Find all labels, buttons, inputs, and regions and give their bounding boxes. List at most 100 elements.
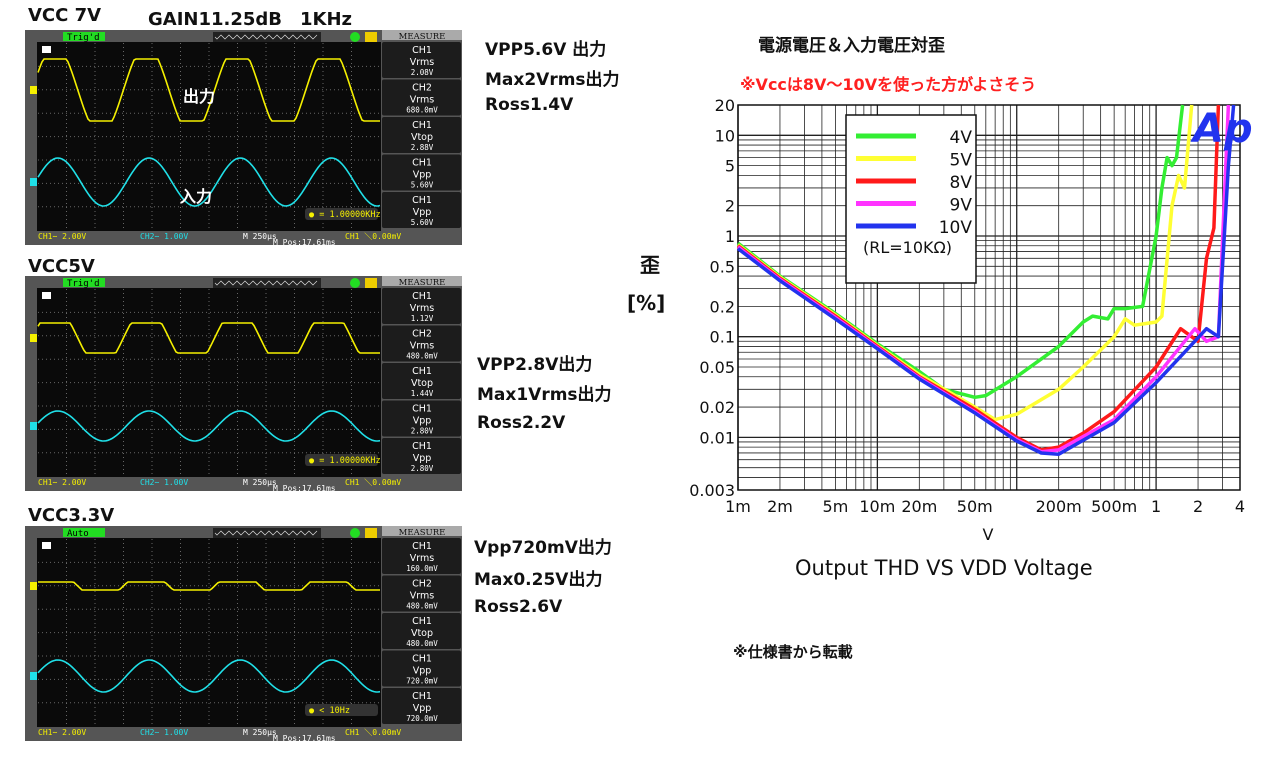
measure-title: MEASURE: [399, 32, 446, 42]
ch1-scale: CH1∼ 2.00V: [38, 478, 86, 487]
x-tick-label: 4: [1235, 497, 1245, 516]
source-note: ※仕様書から転載: [733, 643, 853, 661]
x-tick-label: 50m: [957, 497, 993, 516]
x-tick-label: 1: [1151, 497, 1161, 516]
measure-channel: CH2: [412, 83, 432, 94]
oscilloscope-screen: Trig'd ● = 1.00000KHz MEASURE CH1 Vrms 1.12V C…: [25, 276, 462, 491]
y-tick-label: 5: [725, 157, 735, 176]
frequency-readout: ● < 10Hz: [309, 706, 350, 716]
measure-title: MEASURE: [399, 528, 446, 538]
measure-value: 160.0mV: [406, 564, 438, 573]
time-position: M Pos:17.61ms: [273, 734, 336, 741]
legend-label: 9V: [950, 196, 973, 216]
ch2-waveform: [37, 410, 381, 442]
measure-type: Vrms: [410, 95, 434, 106]
x-tick-label: 2m: [767, 497, 793, 516]
trigger-status: Auto: [67, 529, 89, 539]
measure-value: 5.60V: [411, 181, 434, 190]
ch1-scale: CH1∼ 2.00V: [38, 232, 86, 241]
ch1-waveform: [37, 58, 380, 122]
trigger-status: Trig'd: [67, 279, 100, 289]
output-label: 出力: [183, 87, 215, 106]
measure-value: 720.0mV: [406, 714, 438, 723]
frequency-readout: ● = 1.00000KHz: [309, 210, 381, 220]
measure-type: Vrms: [410, 57, 434, 68]
y-tick-label: 0.05: [699, 358, 735, 377]
time-position: M Pos:17.61ms: [273, 484, 336, 491]
x-tick-label: 2: [1193, 497, 1203, 516]
legend-label: 4V: [950, 128, 973, 148]
measure-type: Vpp: [413, 453, 432, 464]
measure-type: Vtop: [411, 378, 433, 389]
y-tick-label: 1: [725, 227, 735, 246]
measure-channel: CH1: [412, 404, 432, 415]
legend-label: 10V: [939, 218, 973, 238]
y-tick-label: 0.003: [689, 481, 735, 500]
frequency-readout: ● = 1.00000KHz: [309, 456, 381, 466]
x-tick-label: 10m: [859, 497, 895, 516]
measure-type: Vpp: [413, 207, 432, 218]
y-tick-label: 0.01: [699, 428, 735, 447]
trigger-level: CH1 ＼0.00mV: [345, 232, 401, 241]
scope-heading-gain: GAIN11.25dB 1KHz: [148, 9, 353, 30]
legend-note: (RL=10KΩ): [863, 238, 952, 257]
measure-value: 2.88V: [411, 143, 434, 152]
measure-type: Vpp: [413, 416, 432, 427]
time-position: M Pos:17.61ms: [273, 238, 336, 245]
measure-type: Vpp: [413, 170, 432, 181]
x-tick-label: 5m: [823, 497, 849, 516]
measure-channel: CH1: [412, 441, 432, 452]
ch2-scale: CH2∼ 1.00V: [140, 478, 188, 487]
measure-type: Vpp: [413, 703, 432, 714]
series-line-10V: [736, 104, 1236, 456]
y-tick-label: 0.2: [710, 297, 735, 316]
measure-value: 680.0mV: [406, 106, 438, 115]
measure-type: Vtop: [411, 628, 433, 639]
timebase: M 250μs: [243, 728, 277, 737]
scope-note: Ross2.2V: [477, 413, 566, 433]
ch2-waveform: [37, 157, 381, 207]
scope-note: Max1Vrms出力: [477, 385, 612, 405]
ap-logo: Ap: [1190, 106, 1253, 152]
y-tick-label: 2: [725, 197, 735, 216]
trigger-level: CH1 ＼0.00mV: [345, 478, 401, 487]
y-tick-label: 0.1: [710, 328, 735, 347]
y-tick-label: 0.02: [699, 398, 735, 417]
x-tick-label: 1m: [725, 497, 751, 516]
scope-heading: VCC5V: [28, 256, 95, 277]
measure-value: 5.60V: [411, 218, 434, 227]
input-label: 入力: [180, 187, 212, 206]
ch2-waveform: [37, 659, 381, 693]
measure-value: 480.0mV: [406, 352, 438, 361]
measure-value: 480.0mV: [406, 602, 438, 611]
measure-value: 2.80V: [411, 427, 434, 436]
y-tick-label: 20: [715, 96, 735, 115]
ch2-scale: CH2∼ 1.00V: [140, 728, 188, 737]
scope-note: Max2Vrms出力: [485, 70, 620, 90]
measure-value: 480.0mV: [406, 639, 438, 648]
ch1-waveform: [37, 322, 380, 354]
measure-channel: CH2: [412, 329, 432, 340]
scope-note: Ross1.4V: [485, 95, 574, 115]
measure-value: 2.08V: [411, 68, 434, 77]
legend-label: 5V: [950, 151, 973, 171]
measure-value: 720.0mV: [406, 677, 438, 686]
scope-note: VPP2.8V出力: [477, 355, 593, 375]
measure-value: 2.80V: [411, 464, 434, 473]
x-axis-label: V: [983, 525, 994, 544]
scope-note: Ross2.6V: [474, 597, 563, 617]
legend-label: 8V: [950, 173, 973, 193]
measure-title: MEASURE: [399, 278, 446, 288]
oscilloscope-screen: Auto ● < 10Hz MEASURE CH1 Vrms 160.0mV CH2 Vrms…: [25, 526, 462, 741]
measure-channel: CH1: [412, 616, 432, 627]
trigger-status: Trig'd: [67, 33, 100, 43]
measure-type: Vrms: [410, 553, 434, 564]
chart-note: ※Vccは8V〜10Vを使った方がよさそう: [740, 75, 1036, 94]
measure-channel: CH1: [412, 691, 432, 702]
y-tick-label: 0.5: [710, 257, 735, 276]
measure-type: Vpp: [413, 666, 432, 677]
measure-type: Vrms: [410, 341, 434, 352]
measure-channel: CH2: [412, 579, 432, 590]
chart-title: 電源電圧＆入力電圧対歪: [758, 35, 945, 56]
